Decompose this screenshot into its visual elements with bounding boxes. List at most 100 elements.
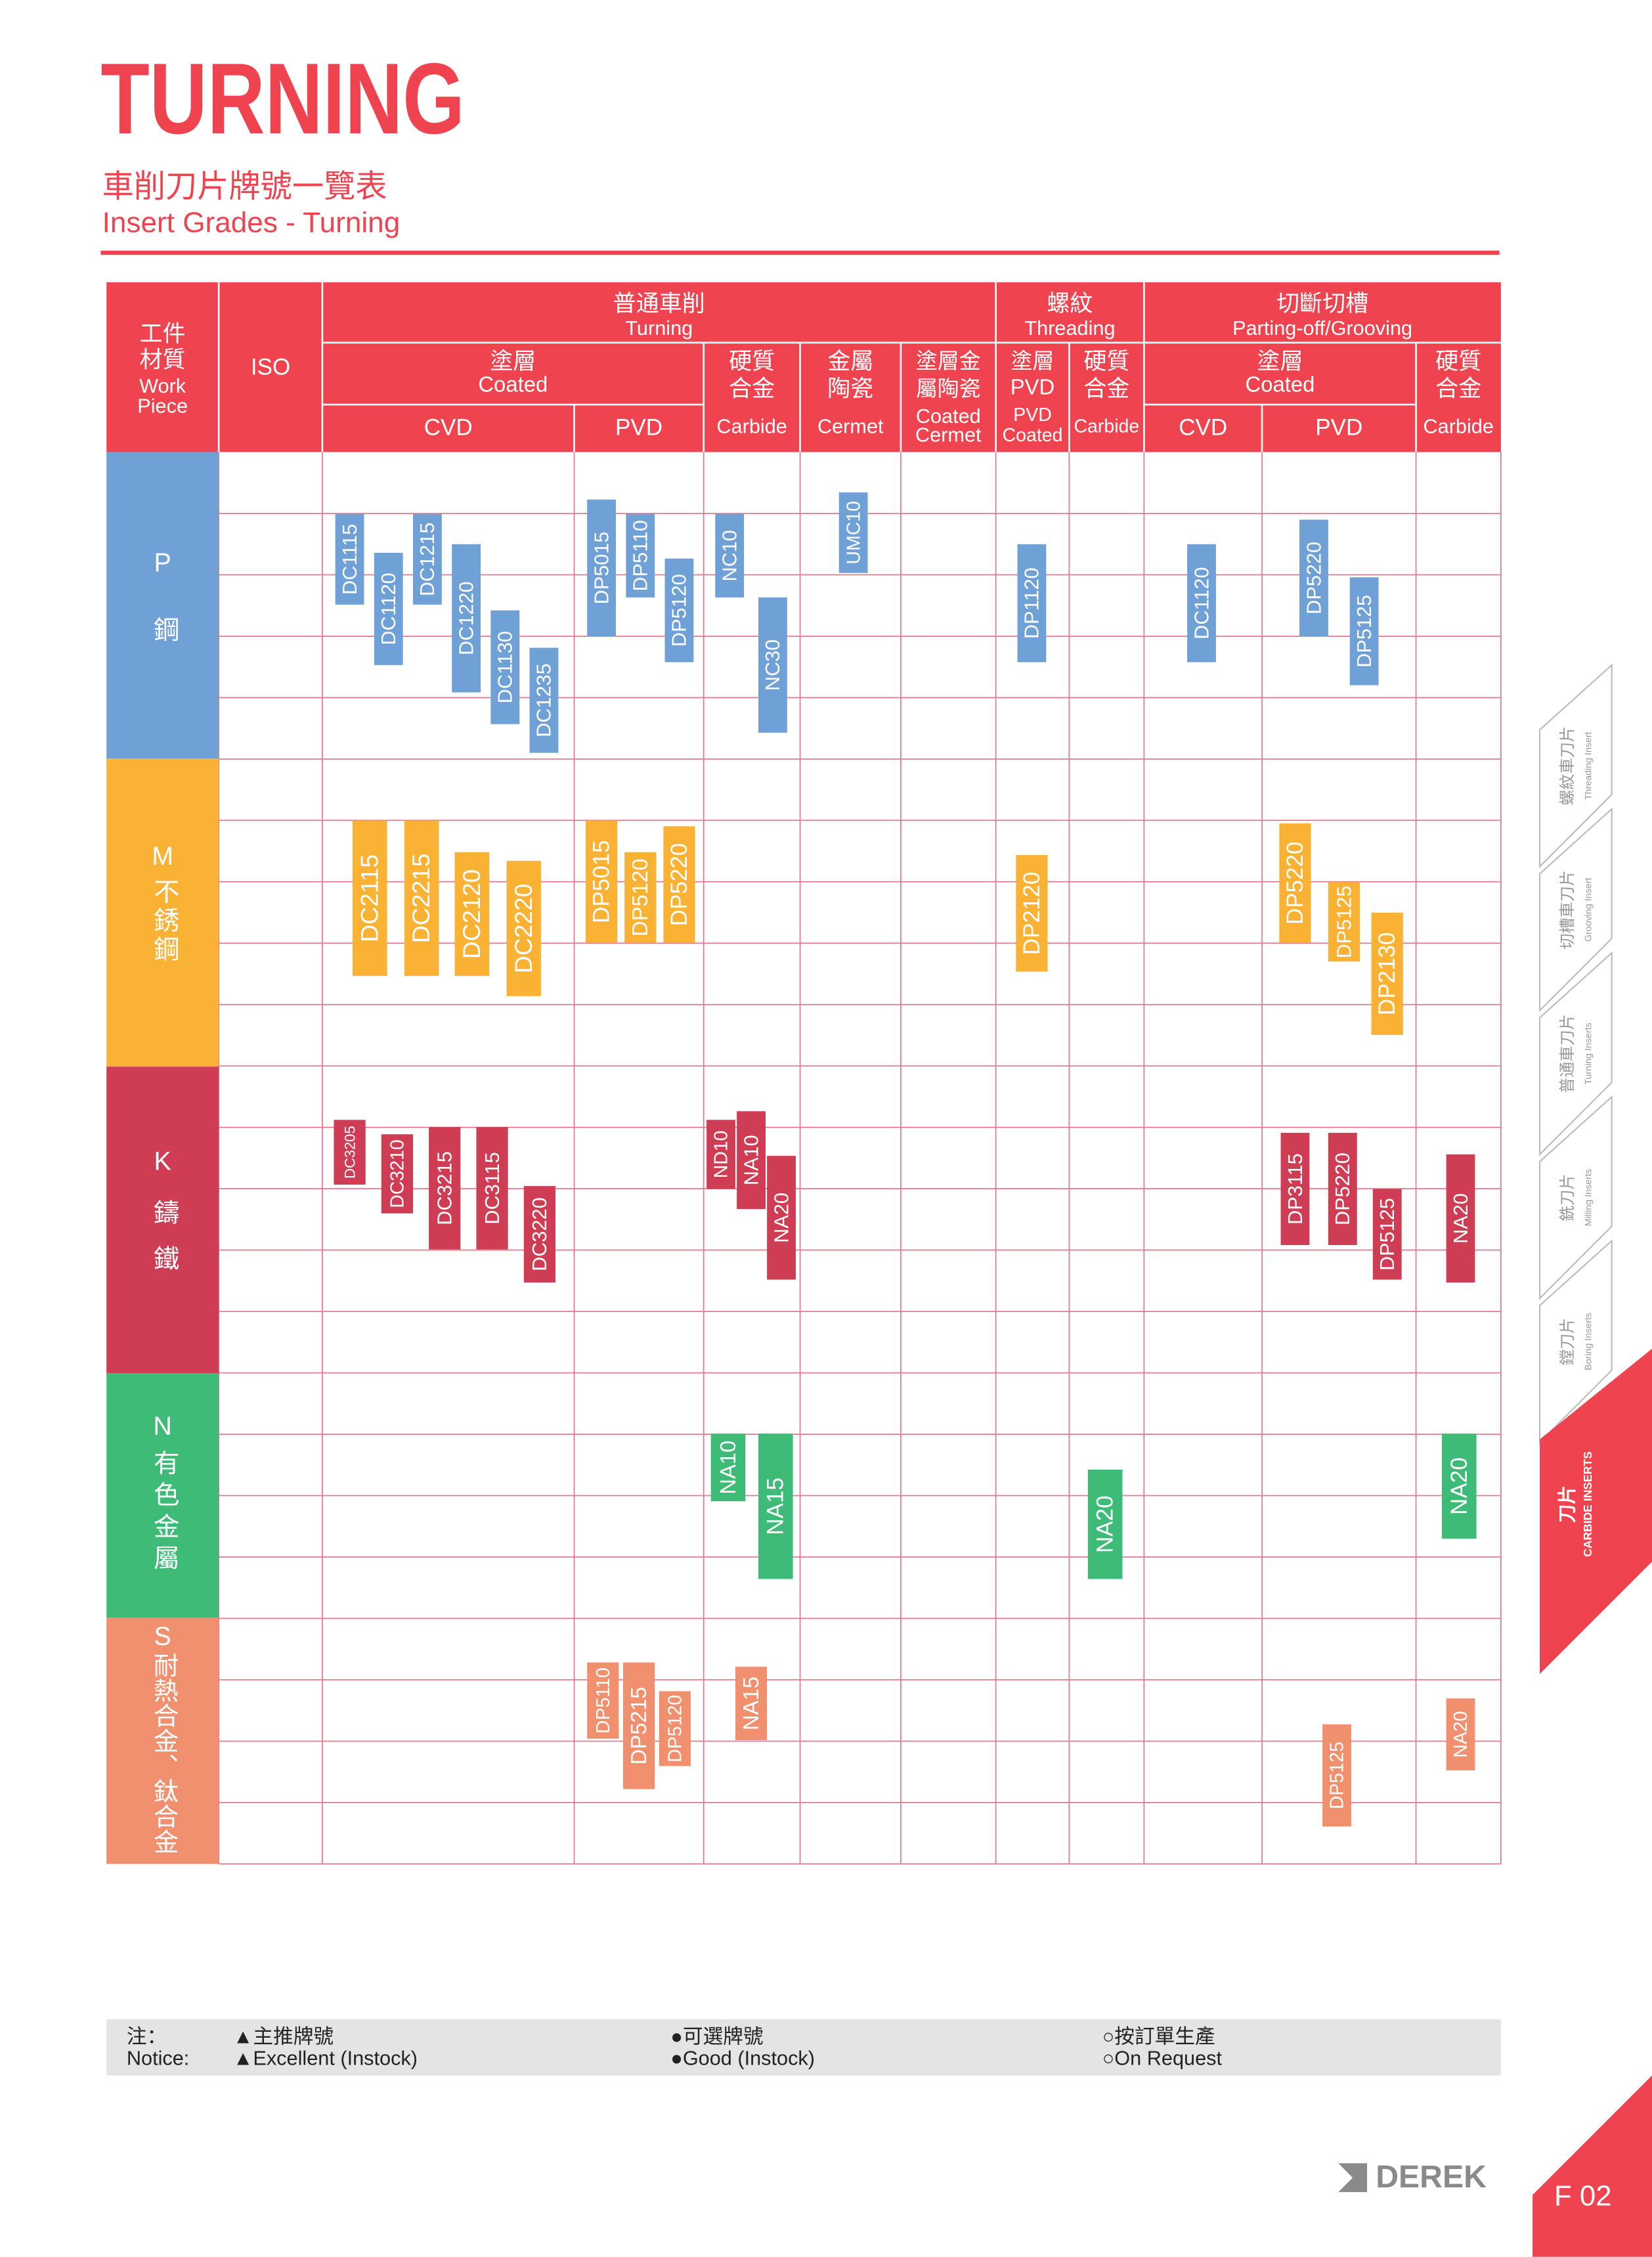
table-head-bg <box>106 282 1501 452</box>
head-cell: 合金 <box>1083 376 1129 401</box>
head-cell: 陶瓷 <box>827 376 873 401</box>
grade-label: DP2130 <box>1374 932 1400 1016</box>
grade-bar <box>735 1667 768 1740</box>
grade-label: DC3205 <box>342 1126 359 1178</box>
grade-label: DC1235 <box>533 663 555 737</box>
grade-bar <box>1371 912 1403 1036</box>
grade-bar <box>381 1134 413 1214</box>
grade-bar <box>335 514 364 605</box>
grade-label: DP5125 <box>1327 1742 1348 1809</box>
material-name: 有色金屬 <box>150 1449 179 1576</box>
grade-label: DC1120 <box>1190 567 1213 639</box>
head-cell: 塗層 <box>490 349 536 374</box>
head-cell: 塗層 <box>1257 349 1303 374</box>
tab-en: Boring Inserts <box>1583 1313 1594 1370</box>
material-cell <box>106 1066 219 1374</box>
grade-label: DC1115 <box>338 524 361 595</box>
grade-label: DC2120 <box>458 869 485 959</box>
grade-label: DP5125 <box>1353 595 1376 668</box>
grade-bar <box>715 514 745 598</box>
head-cell: Cermet <box>817 414 884 437</box>
grade-bar <box>1446 1154 1475 1283</box>
head-cell: Coated <box>916 405 981 427</box>
material-code: P <box>154 548 171 577</box>
side-tabs <box>1538 663 1613 1444</box>
tab-zh: 鏜刀片 <box>1559 1318 1576 1365</box>
head-cell: 合金 <box>1435 376 1481 401</box>
grade-label: NA15 <box>739 1676 763 1730</box>
notice-bar <box>106 2019 1501 2076</box>
notice-en: ▲Excellent (Instock) <box>233 2047 418 2070</box>
grade-label: DP5215 <box>626 1687 651 1765</box>
grade-label: DP5120 <box>628 858 652 936</box>
grade-bar <box>758 1434 793 1579</box>
grade-bar <box>1016 855 1048 972</box>
brand: DEREK <box>1376 2159 1487 2195</box>
grade-label: DP5125 <box>1376 1198 1399 1271</box>
grade-label: DC1220 <box>454 581 477 655</box>
notice-label-en: Notice: <box>127 2047 189 2070</box>
grade-bar <box>506 860 542 996</box>
tab-en: Turning Inserts <box>1583 1022 1594 1084</box>
tab-zh: 普通車刀片 <box>1559 1014 1576 1093</box>
grade-bar <box>737 1111 766 1210</box>
tab-zh: 刀片 <box>1557 1485 1578 1523</box>
grade-bar <box>476 1127 508 1250</box>
head-cell: Cermet <box>915 423 982 446</box>
grade-bar <box>1279 823 1311 943</box>
grade-label: DP5220 <box>666 843 692 927</box>
tab-zh: 切槽車刀片 <box>1559 870 1576 949</box>
grade-label: DP3115 <box>1284 1153 1307 1225</box>
material-name: 不銹鋼 <box>150 878 179 964</box>
grade-label: NA20 <box>1450 1711 1471 1758</box>
grade-bar <box>838 492 868 573</box>
tab-en: Grooving Insert <box>1583 878 1594 942</box>
material-name: 鋼 <box>150 616 179 642</box>
grade-label: NC10 <box>718 530 741 581</box>
brand-logo <box>1338 2163 1368 2193</box>
head-cell: 合金 <box>729 376 775 401</box>
grade-label: UMC10 <box>843 501 864 565</box>
grade-bar <box>587 499 617 636</box>
head-cell: 硬質 <box>1083 349 1129 374</box>
head-cell: Carbide <box>1074 416 1139 437</box>
material-code: S <box>154 1622 171 1651</box>
grade-label: DP5220 <box>1331 1152 1354 1225</box>
grade-bar <box>1442 1434 1477 1539</box>
notice-zh: ○按訂單生產 <box>1102 2025 1215 2048</box>
grade-bar <box>1322 1724 1351 1827</box>
head-cell: CVD <box>424 415 473 441</box>
grade-bar <box>585 820 618 943</box>
grade-bar <box>1446 1698 1475 1770</box>
grade-bar <box>1017 544 1047 663</box>
grade-bar <box>452 544 481 693</box>
material-cell <box>106 758 219 1067</box>
grade-bar <box>523 1186 555 1283</box>
grade-bar <box>664 558 694 663</box>
grade-bar <box>587 1662 619 1739</box>
head-cell: ISO <box>251 355 290 380</box>
grid <box>218 452 1502 1865</box>
head-cell: 螺紋 <box>1047 291 1093 317</box>
grade-label: NA20 <box>770 1193 793 1243</box>
grade-label: NA20 <box>1446 1457 1472 1515</box>
tab-en: Threading Insert <box>1583 732 1594 800</box>
head-cell: 硬質 <box>1435 349 1481 374</box>
head-cell: 工件 <box>140 321 186 347</box>
grade-bar <box>1280 1133 1310 1246</box>
head-cell: PVD <box>615 415 663 441</box>
grade-bar <box>1349 577 1379 686</box>
grade-label: DP5110 <box>593 1667 614 1734</box>
grade-bar <box>767 1156 796 1280</box>
grade-bar <box>1328 882 1360 962</box>
material-code: M <box>152 842 173 871</box>
grade-bar <box>622 1662 655 1789</box>
head-cell: 塗層金 <box>916 349 981 373</box>
grade-label: DP5015 <box>590 531 613 604</box>
grade-label: DP5110 <box>629 520 652 592</box>
grade-label: DC2215 <box>407 854 435 944</box>
grade-label: NA20 <box>1449 1193 1472 1244</box>
grade-bar <box>374 552 403 665</box>
